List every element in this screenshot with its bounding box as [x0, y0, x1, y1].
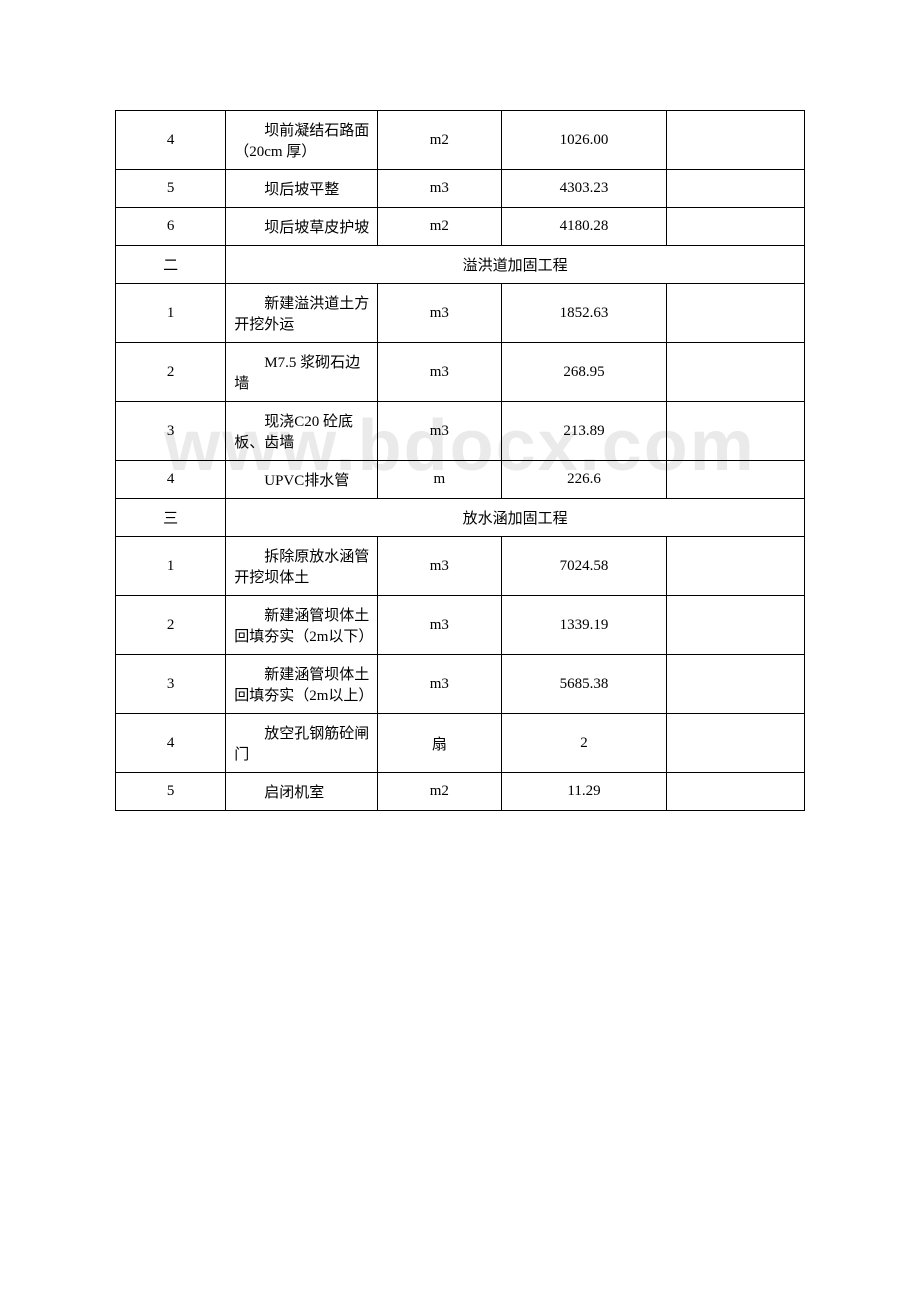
row-note [667, 170, 805, 208]
row-unit: 扇 [377, 714, 501, 773]
row-description: 放空孔钢筋砼闸门 [226, 714, 378, 773]
row-note [667, 284, 805, 343]
row-description: M7.5 浆砌石边墙 [226, 343, 378, 402]
row-number: 2 [116, 596, 226, 655]
row-quantity: 11.29 [501, 773, 666, 811]
row-number: 4 [116, 714, 226, 773]
row-unit: m2 [377, 111, 501, 170]
row-number: 4 [116, 111, 226, 170]
row-unit: m3 [377, 170, 501, 208]
section-title: 放水涵加固工程 [226, 499, 805, 537]
table-row: 2 新建涵管坝体土回填夯实（2m以下） m3 1339.19 [116, 596, 805, 655]
row-note [667, 537, 805, 596]
section-number: 三 [116, 499, 226, 537]
row-description: UPVC排水管 [226, 461, 378, 499]
table-row: 4 放空孔钢筋砼闸门 扇 2 [116, 714, 805, 773]
row-quantity: 4303.23 [501, 170, 666, 208]
table-row: 4 UPVC排水管 m 226.6 [116, 461, 805, 499]
row-quantity: 5685.38 [501, 655, 666, 714]
row-unit: m3 [377, 343, 501, 402]
table-row: 5 启闭机室 m2 11.29 [116, 773, 805, 811]
row-unit: m3 [377, 655, 501, 714]
row-description: 坝前凝结石路面（20cm 厚） [226, 111, 378, 170]
section-number: 二 [116, 246, 226, 284]
row-number: 5 [116, 773, 226, 811]
row-note [667, 111, 805, 170]
row-description: 坝后坡平整 [226, 170, 378, 208]
row-number: 1 [116, 284, 226, 343]
row-unit: m3 [377, 402, 501, 461]
row-quantity: 7024.58 [501, 537, 666, 596]
row-note [667, 773, 805, 811]
row-unit: m3 [377, 537, 501, 596]
row-number: 6 [116, 208, 226, 246]
row-number: 5 [116, 170, 226, 208]
row-number: 1 [116, 537, 226, 596]
row-note [667, 714, 805, 773]
table-row: 3 现浇C20 砼底板、齿墙 m3 213.89 [116, 402, 805, 461]
row-unit: m3 [377, 284, 501, 343]
row-number: 3 [116, 402, 226, 461]
row-note [667, 208, 805, 246]
engineering-quantity-table: 4 坝前凝结石路面（20cm 厚） m2 1026.00 5 坝后坡平整 m3 … [115, 110, 805, 811]
row-note [667, 461, 805, 499]
row-quantity: 1026.00 [501, 111, 666, 170]
table-row: 4 坝前凝结石路面（20cm 厚） m2 1026.00 [116, 111, 805, 170]
section-title: 溢洪道加固工程 [226, 246, 805, 284]
row-quantity: 213.89 [501, 402, 666, 461]
row-unit: m2 [377, 773, 501, 811]
row-number: 4 [116, 461, 226, 499]
row-note [667, 596, 805, 655]
row-note [667, 343, 805, 402]
row-description: 新建涵管坝体土回填夯实（2m以上） [226, 655, 378, 714]
table-row: 3 新建涵管坝体土回填夯实（2m以上） m3 5685.38 [116, 655, 805, 714]
section-header-row: 三 放水涵加固工程 [116, 499, 805, 537]
row-quantity: 2 [501, 714, 666, 773]
row-unit: m3 [377, 596, 501, 655]
row-quantity: 4180.28 [501, 208, 666, 246]
row-quantity: 1339.19 [501, 596, 666, 655]
row-quantity: 268.95 [501, 343, 666, 402]
table-row: 2 M7.5 浆砌石边墙 m3 268.95 [116, 343, 805, 402]
row-number: 2 [116, 343, 226, 402]
row-description: 启闭机室 [226, 773, 378, 811]
row-quantity: 1852.63 [501, 284, 666, 343]
table-row: 1 新建溢洪道土方开挖外运 m3 1852.63 [116, 284, 805, 343]
table-row: 1 拆除原放水涵管开挖坝体土 m3 7024.58 [116, 537, 805, 596]
table-body: 4 坝前凝结石路面（20cm 厚） m2 1026.00 5 坝后坡平整 m3 … [116, 111, 805, 811]
row-description: 新建涵管坝体土回填夯实（2m以下） [226, 596, 378, 655]
row-description: 新建溢洪道土方开挖外运 [226, 284, 378, 343]
row-description: 坝后坡草皮护坡 [226, 208, 378, 246]
row-unit: m [377, 461, 501, 499]
table-row: 6 坝后坡草皮护坡 m2 4180.28 [116, 208, 805, 246]
row-note [667, 655, 805, 714]
row-description: 拆除原放水涵管开挖坝体土 [226, 537, 378, 596]
row-description: 现浇C20 砼底板、齿墙 [226, 402, 378, 461]
row-quantity: 226.6 [501, 461, 666, 499]
row-note [667, 402, 805, 461]
section-header-row: 二 溢洪道加固工程 [116, 246, 805, 284]
row-unit: m2 [377, 208, 501, 246]
row-number: 3 [116, 655, 226, 714]
table-row: 5 坝后坡平整 m3 4303.23 [116, 170, 805, 208]
